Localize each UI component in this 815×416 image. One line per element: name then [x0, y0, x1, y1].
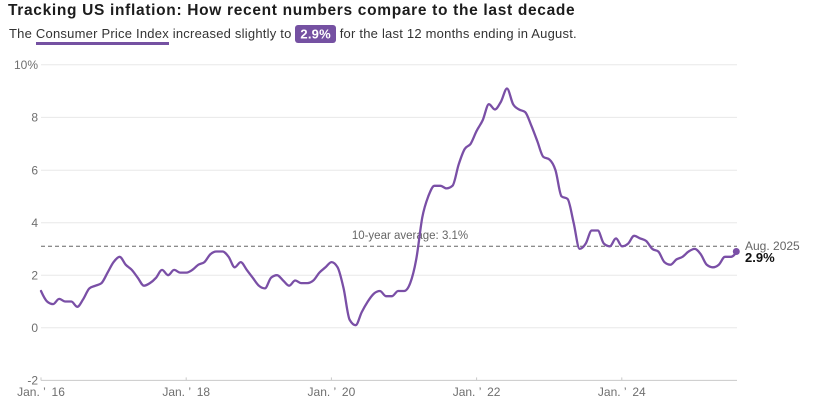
svg-text:6: 6: [31, 163, 38, 177]
svg-text:Jan. ’ 22: Jan. ’ 22: [453, 385, 501, 399]
svg-text:Jan. ’ 20: Jan. ’ 20: [308, 385, 356, 399]
svg-text:Jan. ’ 18: Jan. ’ 18: [162, 385, 210, 399]
svg-text:4: 4: [31, 216, 38, 230]
svg-text:Jan. ’ 16: Jan. ’ 16: [17, 385, 65, 399]
svg-text:2: 2: [31, 268, 38, 282]
svg-text:10%: 10%: [14, 58, 38, 72]
svg-text:10-year average: 3.1%: 10-year average: 3.1%: [352, 230, 468, 242]
svg-text:Jan. ’ 24: Jan. ’ 24: [598, 385, 646, 399]
svg-text:8: 8: [31, 111, 38, 125]
svg-text:Aug. 2025: Aug. 2025: [745, 239, 800, 253]
svg-text:0: 0: [31, 321, 38, 335]
svg-text:-2: -2: [27, 374, 38, 388]
svg-text:2.9%: 2.9%: [745, 250, 775, 265]
